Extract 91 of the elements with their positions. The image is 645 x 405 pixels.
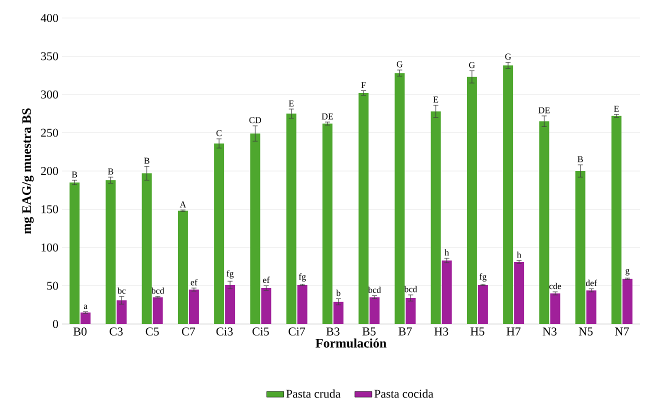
data-label: g <box>626 268 630 276</box>
data-label: G <box>469 62 475 68</box>
bar <box>503 65 514 324</box>
bar <box>250 134 260 324</box>
bar <box>550 293 560 324</box>
data-label: CD <box>249 117 262 124</box>
x-tick-label: H7 <box>506 328 521 336</box>
data-label: DE <box>538 107 550 114</box>
data-label: G <box>396 61 403 68</box>
data-label: bcd <box>151 287 164 294</box>
bar <box>261 288 272 324</box>
bar <box>286 114 296 324</box>
data-label: a <box>84 304 88 310</box>
data-label: ef <box>263 276 270 284</box>
data-label: h <box>444 249 449 256</box>
x-axis-title: Formulación <box>316 338 386 348</box>
x-tick-label: Ci7 <box>288 328 306 336</box>
x-tick-label: B5 <box>362 328 376 336</box>
x-tick-label: H5 <box>470 328 484 336</box>
bar <box>333 302 344 324</box>
y-tick-label: 0 <box>52 320 58 328</box>
bar <box>466 76 477 324</box>
y-tick-label: 350 <box>41 52 58 60</box>
y-tick-label: 250 <box>41 128 58 137</box>
x-tick-label: B3 <box>326 328 340 336</box>
bar <box>514 262 524 324</box>
bar <box>142 173 152 324</box>
data-label: cde <box>549 282 562 290</box>
data-label: F <box>361 82 366 88</box>
bar <box>622 278 632 324</box>
bar <box>430 111 441 324</box>
legend-label: Pasta cocida <box>374 389 434 398</box>
bar <box>394 73 405 324</box>
data-label: E <box>614 106 619 112</box>
bar <box>116 300 127 324</box>
bar <box>214 143 224 324</box>
x-tick-label: N7 <box>614 328 629 336</box>
data-label: G <box>505 54 512 60</box>
data-label: fg <box>298 273 306 282</box>
bar <box>80 312 91 324</box>
data-label: E <box>288 100 294 106</box>
data-label: B <box>72 172 78 178</box>
x-tick-label: C5 <box>146 328 159 336</box>
bar <box>152 297 163 324</box>
data-label: bc <box>117 287 126 294</box>
bar <box>406 298 416 324</box>
data-label: DE <box>322 113 333 120</box>
x-tick-label: B7 <box>398 328 412 336</box>
y-tick-label: 150 <box>42 205 58 214</box>
bar <box>575 171 586 324</box>
x-tick-label: N3 <box>542 328 557 336</box>
data-label: B <box>108 168 114 174</box>
data-label: C <box>216 130 222 136</box>
y-tick-label: 400 <box>40 14 58 22</box>
data-label: def <box>586 280 598 286</box>
legend-label: Pasta cruda <box>286 389 341 398</box>
x-tick-label: C3 <box>110 328 123 336</box>
x-tick-label: N5 <box>578 328 593 336</box>
y-tick-label: 100 <box>42 243 58 252</box>
data-label: fg <box>479 273 487 282</box>
data-label: E <box>433 96 438 103</box>
bar <box>225 284 236 324</box>
x-tick-label: Ci5 <box>252 328 269 336</box>
y-tick-label: 300 <box>41 90 58 99</box>
bar <box>297 284 308 324</box>
data-label: B <box>578 156 583 162</box>
bar <box>442 260 452 324</box>
x-tick-label: Ci3 <box>216 328 233 336</box>
bar <box>370 297 380 324</box>
bar <box>322 124 332 324</box>
bar <box>358 92 369 324</box>
data-label: A <box>180 201 186 208</box>
y-tick-label: 50 <box>47 282 58 290</box>
bar <box>539 121 550 324</box>
bar <box>106 180 116 324</box>
bar <box>611 116 622 324</box>
data-label: ef <box>190 278 198 286</box>
y-tick-label: 200 <box>41 166 58 176</box>
data-label: fg <box>226 270 234 278</box>
y-axis-title: mg EAG/g muestra BS <box>22 108 34 234</box>
x-tick-label: H3 <box>434 328 448 336</box>
bar <box>178 210 188 324</box>
x-tick-label: B0 <box>73 328 87 336</box>
data-label: b <box>336 290 340 296</box>
x-tick-label: C7 <box>182 328 196 336</box>
bar <box>188 290 199 324</box>
data-label: B <box>144 158 150 164</box>
bar <box>586 290 596 324</box>
bar <box>70 182 80 324</box>
bar <box>478 284 488 324</box>
data-label: h <box>516 252 522 258</box>
